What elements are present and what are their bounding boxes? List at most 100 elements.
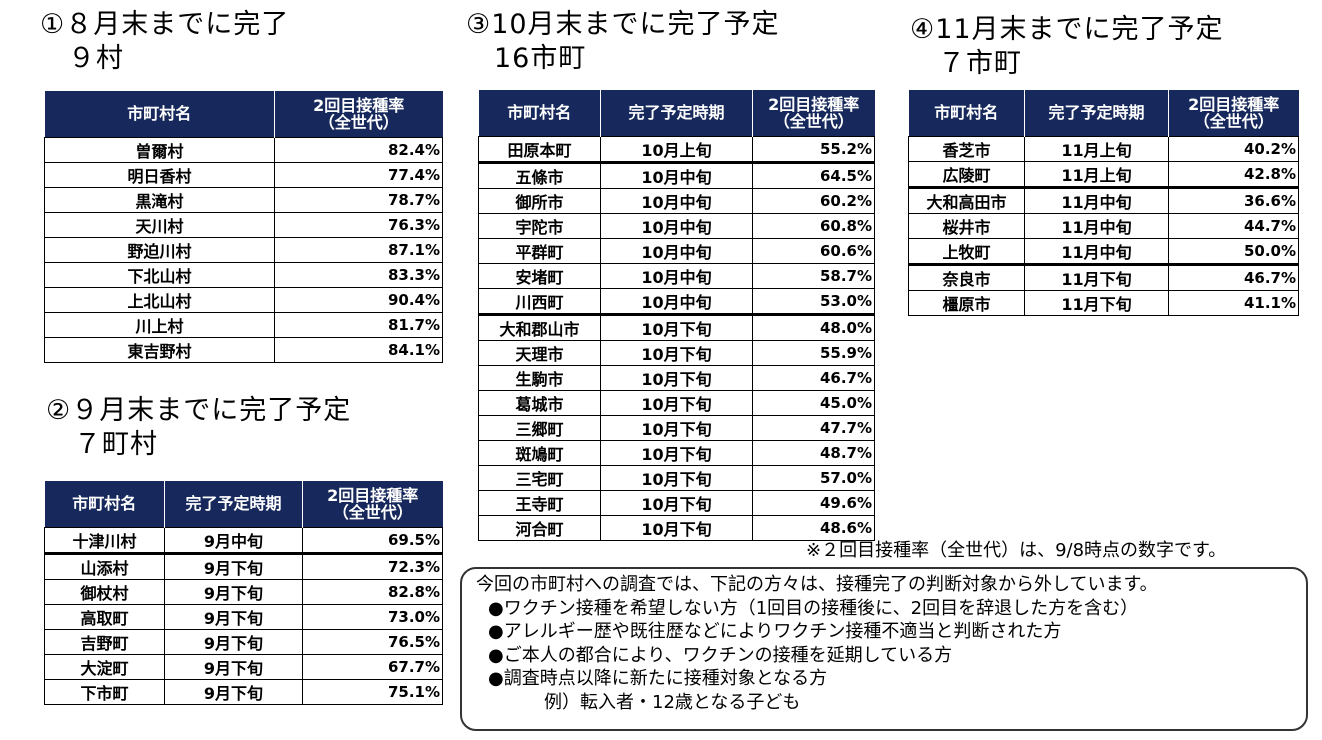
section-4: ④11月末までに完了予定 ７市町 bbox=[910, 13, 1224, 81]
vaccination-rate-cell: 84.1% bbox=[274, 336, 443, 363]
municipality-cell: 香芝市 bbox=[908, 135, 1025, 162]
vaccination-rate-cell: 81.7% bbox=[274, 311, 443, 338]
completion-period-cell: 10月中旬 bbox=[600, 160, 753, 189]
vaccination-rate-cell: 41.1% bbox=[1168, 289, 1299, 316]
exclusion-item: ●ご本人の都合により、ワクチンの接種を延期している方 bbox=[488, 644, 953, 666]
municipality-cell: 平群町 bbox=[478, 237, 601, 264]
table-row: 三宅町 10月下旬 57.0% bbox=[478, 464, 875, 491]
vaccination-rate-cell: 67.7% bbox=[302, 653, 443, 680]
municipality-cell: 下市町 bbox=[44, 678, 165, 705]
municipality-cell: 生駒市 bbox=[478, 364, 601, 391]
table-row: 東吉野村 84.1% bbox=[44, 336, 443, 363]
vaccination-rate-cell: 75.1% bbox=[302, 678, 443, 705]
municipality-cell: 宇陀市 bbox=[478, 212, 601, 239]
table-2: 市町村名 完了予定時期 2回目接種率 （全世代） 十津川村 9月中旬 69.5% 山添村 9月… bbox=[44, 481, 443, 705]
vaccination-rate-cell: 53.0% bbox=[752, 287, 875, 315]
data-date-note: ※２回目接種率（全世代）は、9/8時点の数字です。 bbox=[806, 540, 1227, 561]
municipality-cell: 広陵町 bbox=[908, 160, 1025, 188]
municipality-cell: 河合町 bbox=[478, 514, 601, 541]
exclusion-item: ●調査時点以降に新たに接種対象となる方 bbox=[488, 668, 828, 689]
vaccination-rate-cell: 44.7% bbox=[1168, 212, 1299, 239]
vaccination-rate-cell: 40.2% bbox=[1168, 135, 1299, 162]
table-row: 黒滝村 78.7% bbox=[44, 186, 443, 213]
municipality-cell: 上牧町 bbox=[908, 237, 1025, 265]
table-row: 五條市 10月中旬 64.5% bbox=[478, 160, 875, 189]
completion-period-cell: 9月下旬 bbox=[164, 603, 303, 630]
completion-period-cell: 10月下旬 bbox=[600, 439, 753, 466]
completion-period-cell: 11月下旬 bbox=[1024, 289, 1169, 316]
completion-period-cell: 10月下旬 bbox=[600, 464, 753, 491]
vaccination-rate-cell: 82.4% bbox=[274, 136, 443, 163]
table-header-row: 市町村名 完了予定時期 2回目接種率 （全世代） bbox=[44, 481, 443, 527]
vaccination-rate-cell: 72.3% bbox=[302, 551, 443, 580]
municipality-cell: 川西町 bbox=[478, 287, 601, 315]
vaccination-rate-cell: 50.0% bbox=[1168, 237, 1299, 265]
vaccination-rate-cell: 55.9% bbox=[752, 339, 875, 366]
completion-period-cell: 9月下旬 bbox=[164, 551, 303, 580]
completion-period-cell: 11月下旬 bbox=[1024, 262, 1169, 291]
column-header: 2回目接種率 （全世代） bbox=[752, 90, 875, 136]
vaccination-rate-cell: 64.5% bbox=[752, 160, 875, 189]
table-row: 安堵町 10月中旬 58.7% bbox=[478, 262, 875, 289]
table-row: 香芝市 11月上旬 40.2% bbox=[908, 135, 1299, 162]
vaccination-rate-cell: 57.0% bbox=[752, 464, 875, 491]
column-header: 市町村名 bbox=[478, 90, 601, 136]
table-row: 宇陀市 10月中旬 60.8% bbox=[478, 212, 875, 239]
vaccination-rate-cell: 87.1% bbox=[274, 236, 443, 263]
table-3: 市町村名 完了予定時期 2回目接種率 （全世代） 田原本町 10月上旬 55.2% 五條市 1… bbox=[478, 90, 875, 541]
column-header: 完了予定時期 bbox=[1024, 90, 1169, 136]
exclusion-item: ●ワクチン接種を希望しない方（1回目の接種後に、2回目を辞退した方を含む） bbox=[488, 597, 1139, 619]
completion-period-cell: 10月中旬 bbox=[600, 187, 753, 214]
municipality-cell: 川上村 bbox=[44, 311, 275, 338]
municipality-cell: 十津川村 bbox=[44, 526, 165, 554]
table-row: 橿原市 11月下旬 41.1% bbox=[908, 289, 1299, 316]
table-row: 大和郡山市 10月下旬 48.0% bbox=[478, 312, 875, 341]
vaccination-rate-cell: 46.7% bbox=[752, 364, 875, 391]
column-header: 市町村名 bbox=[908, 90, 1025, 136]
table-row: 下市町 9月下旬 75.1% bbox=[44, 678, 443, 705]
vaccination-rate-cell: 82.8% bbox=[302, 578, 443, 605]
vaccination-rate-cell: 60.8% bbox=[752, 212, 875, 239]
completion-period-cell: 10月下旬 bbox=[600, 514, 753, 541]
table-row: 奈良市 11月下旬 46.7% bbox=[908, 262, 1299, 291]
vaccination-rate-cell: 48.6% bbox=[752, 514, 875, 541]
vaccination-rate-cell: 48.0% bbox=[752, 312, 875, 341]
section-3: ③10月末までに完了予定 16市町 bbox=[466, 8, 780, 76]
municipality-cell: 天川村 bbox=[44, 211, 275, 238]
table-row: 田原本町 10月上旬 55.2% bbox=[478, 135, 875, 163]
table-row: 天川村 76.3% bbox=[44, 211, 443, 238]
table-row: 斑鳩町 10月下旬 48.7% bbox=[478, 439, 875, 466]
exclusion-criteria-box: 今回の市町村への調査では、下記の方々は、接種完了の判断対象から外しています。 ●… bbox=[460, 567, 1308, 731]
table-row: 天理市 10月下旬 55.9% bbox=[478, 339, 875, 366]
municipality-cell: 橿原市 bbox=[908, 289, 1025, 316]
municipality-cell: 大和高田市 bbox=[908, 185, 1025, 214]
completion-period-cell: 9月下旬 bbox=[164, 628, 303, 655]
completion-period-cell: 10月中旬 bbox=[600, 237, 753, 264]
vaccination-rate-cell: 58.7% bbox=[752, 262, 875, 289]
vaccination-rate-cell: 90.4% bbox=[274, 286, 443, 313]
table-row: 上北山村 90.4% bbox=[44, 286, 443, 313]
municipality-cell: 大和郡山市 bbox=[478, 312, 601, 341]
table-row: 御所市 10月中旬 60.2% bbox=[478, 187, 875, 214]
exclusion-example: 例）転入者・12歳となる子ども bbox=[544, 691, 801, 713]
table-row: 野迫川村 87.1% bbox=[44, 236, 443, 263]
municipality-cell: 上北山村 bbox=[44, 286, 275, 313]
vaccination-rate-cell: 78.7% bbox=[274, 186, 443, 213]
municipality-cell: 田原本町 bbox=[478, 135, 601, 163]
section-3-title: ③10月末までに完了予定 bbox=[466, 9, 780, 40]
vaccination-rate-cell: 60.2% bbox=[752, 187, 875, 214]
vaccination-rate-cell: 45.0% bbox=[752, 389, 875, 416]
vaccination-rate-cell: 83.3% bbox=[274, 261, 443, 288]
section-1-title: ①８月末までに完了 bbox=[40, 9, 290, 40]
completion-period-cell: 10月下旬 bbox=[600, 339, 753, 366]
completion-period-cell: 10月下旬 bbox=[600, 312, 753, 341]
table-row: 三郷町 10月下旬 47.7% bbox=[478, 414, 875, 441]
exclusion-intro: 今回の市町村への調査では、下記の方々は、接種完了の判断対象から外しています。 bbox=[476, 574, 1158, 595]
completion-period-cell: 10月上旬 bbox=[600, 135, 753, 163]
table-row: 王寺町 10月下旬 49.6% bbox=[478, 489, 875, 516]
vaccination-rate-cell: 47.7% bbox=[752, 414, 875, 441]
exclusion-item: ●アレルギー歴や既往歴などによりワクチン接種不適当と判断された方 bbox=[488, 621, 1062, 642]
completion-period-cell: 10月中旬 bbox=[600, 212, 753, 239]
municipality-cell: 安堵町 bbox=[478, 262, 601, 289]
municipality-cell: 葛城市 bbox=[478, 389, 601, 416]
